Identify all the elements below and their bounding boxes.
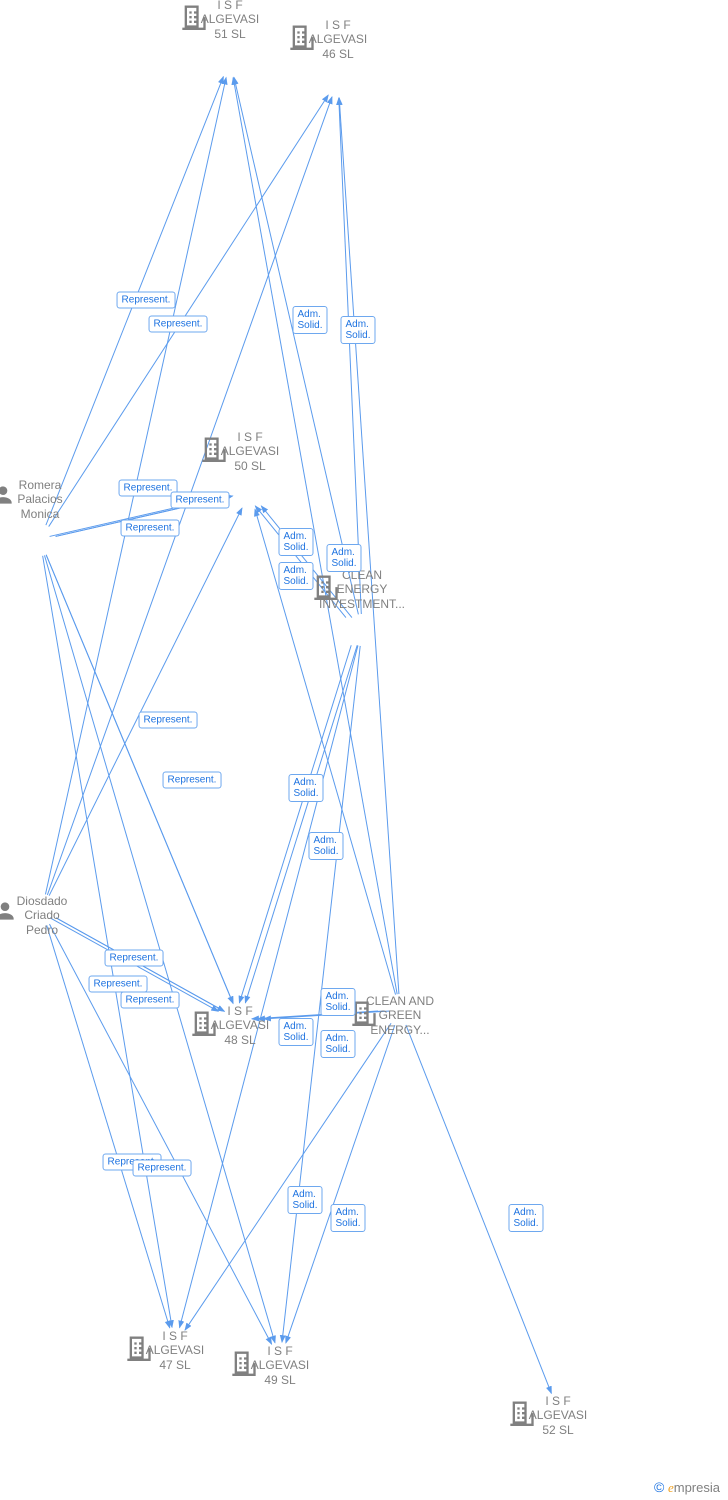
edge-label: Adm.Solid. [278,1018,313,1046]
node-n47[interactable]: I S F ALGEVASI 47 SL [125,1329,225,1372]
edge-label: Adm.Solid. [308,832,343,860]
node-n48[interactable]: I S F ALGEVASI 48 SL [190,1004,290,1047]
edge-label: Adm.Solid. [508,1204,543,1232]
edge-label: Adm.Solid. [326,544,361,572]
edge-label: Represent. [163,772,222,789]
node-n50[interactable]: I S F ALGEVASI 50 SL [200,430,300,473]
node-n49[interactable]: I S F ALGEVASI 49 SL [230,1344,330,1387]
edge [339,98,362,614]
node-cag[interactable]: CLEAN AND GREEN ENERGY... [350,994,450,1037]
edge [49,508,242,896]
node-n52[interactable]: I S F ALGEVASI 52 SL [508,1394,608,1437]
brand-rest: mpresia [674,1480,720,1495]
edge-label: Represent. [117,292,176,309]
edge-label: Represent. [89,976,148,993]
node-diosdado[interactable]: Diosdado Criado Pedro [0,894,92,937]
edge-label: Represent. [121,992,180,1009]
edge-label: Adm.Solid. [330,1204,365,1232]
edge-label: Represent. [105,950,164,967]
node-romera[interactable]: Romera Palacios Monica [0,478,90,521]
edge-label: Represent. [121,520,180,537]
copyright-symbol: © [654,1479,664,1495]
edge [239,645,351,1003]
node-n51[interactable]: I S F ALGEVASI 51 SL [180,0,280,41]
edge-label: Adm.Solid. [278,528,313,556]
edge-label: Adm.Solid. [340,316,375,344]
node-cei[interactable]: CLEAN ENERGY INVESTMENT... [312,568,412,611]
edge-label: Adm.Solid. [320,988,355,1016]
edge-label: Represent. [133,1160,192,1177]
edge-label: Adm.Solid. [287,1186,322,1214]
edge-label: Adm.Solid. [278,562,313,590]
edge [43,556,172,1327]
edges-svg [0,0,728,1500]
edge [286,1025,395,1343]
edge-label: Adm.Solid. [288,774,323,802]
edge-label: Represent. [171,492,230,509]
edge-label: Adm.Solid. [292,306,327,334]
edge-label: Represent. [139,712,198,729]
edge [49,924,271,1344]
edge-label: Adm.Solid. [320,1030,355,1058]
edge-label: Represent. [149,316,208,333]
copyright: © empresia [654,1479,720,1496]
node-n46[interactable]: I S F ALGEVASI 46 SL [288,18,388,61]
edge-label: Represent. [119,480,178,497]
